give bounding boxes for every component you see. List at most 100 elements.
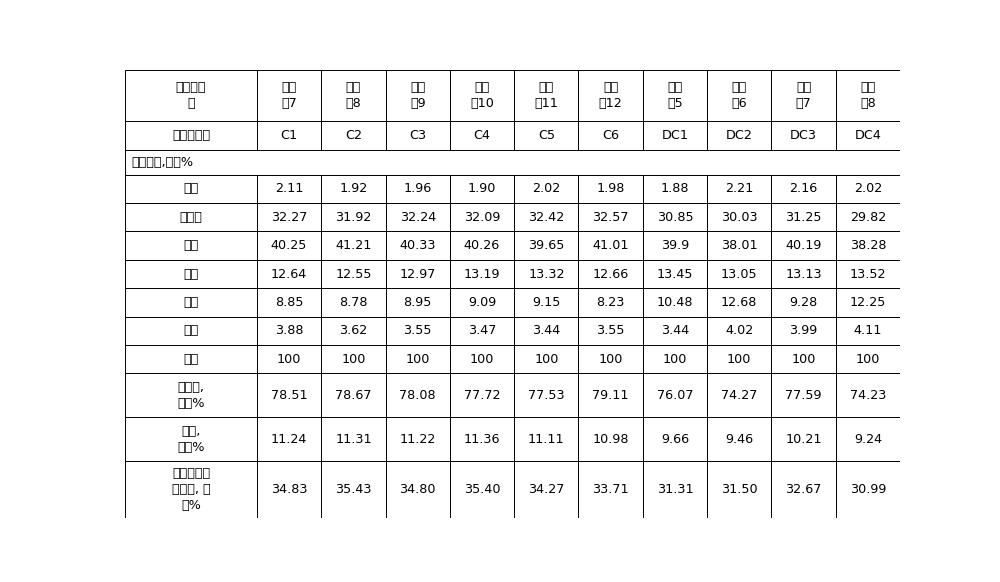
Text: 78.67: 78.67	[335, 389, 372, 402]
Text: 12.55: 12.55	[335, 268, 372, 281]
Bar	[707, 175, 771, 203]
Bar	[643, 461, 707, 518]
Text: 31.50: 31.50	[721, 483, 758, 496]
Bar	[514, 345, 578, 374]
Bar	[771, 203, 836, 232]
Bar	[643, 203, 707, 232]
Bar	[578, 175, 643, 203]
Text: 34.27: 34.27	[528, 483, 565, 496]
Bar	[125, 461, 257, 518]
Bar	[643, 70, 707, 122]
Bar	[578, 374, 643, 417]
Bar	[771, 461, 836, 518]
Bar	[836, 175, 900, 203]
Text: 100: 100	[534, 353, 559, 365]
Bar	[450, 70, 514, 122]
Bar	[514, 260, 578, 288]
Text: 77.59: 77.59	[785, 389, 822, 402]
Text: 实施
例9: 实施 例9	[410, 81, 426, 110]
Bar	[257, 203, 321, 232]
Text: DC3: DC3	[790, 129, 817, 142]
Text: 对比
例5: 对比 例5	[667, 81, 683, 110]
Text: 32.57: 32.57	[592, 211, 629, 223]
Text: 1.90: 1.90	[468, 182, 496, 196]
Text: 35.40: 35.40	[464, 483, 500, 496]
Text: 40.25: 40.25	[271, 239, 307, 252]
Bar	[643, 122, 707, 150]
Text: 3.55: 3.55	[596, 324, 625, 338]
Bar	[771, 175, 836, 203]
Bar	[321, 317, 386, 345]
Text: 丙烯,
重量%: 丙烯, 重量%	[177, 425, 205, 454]
Text: 4.11: 4.11	[854, 324, 882, 338]
Text: 实施
例11: 实施 例11	[534, 81, 558, 110]
Bar	[578, 288, 643, 317]
Text: 柴油: 柴油	[183, 268, 199, 281]
Text: DC1: DC1	[661, 129, 688, 142]
Text: 12.64: 12.64	[271, 268, 307, 281]
Text: 液化气中丙
烯浓度, 重
量%: 液化气中丙 烯浓度, 重 量%	[172, 467, 210, 512]
Text: 31.31: 31.31	[657, 483, 693, 496]
Text: 35.43: 35.43	[335, 483, 372, 496]
Bar	[125, 175, 257, 203]
Text: 100: 100	[277, 353, 301, 365]
Bar	[707, 317, 771, 345]
Bar	[125, 417, 257, 461]
Text: 32.09: 32.09	[464, 211, 500, 223]
Bar	[707, 345, 771, 374]
Bar	[125, 122, 257, 150]
Bar	[125, 260, 257, 288]
Text: 100: 100	[470, 353, 494, 365]
Bar	[514, 461, 578, 518]
Bar	[450, 175, 514, 203]
Bar	[125, 232, 257, 260]
Bar	[257, 417, 321, 461]
Text: 13.19: 13.19	[464, 268, 500, 281]
Bar	[450, 374, 514, 417]
Bar	[257, 175, 321, 203]
Bar	[321, 345, 386, 374]
Text: 77.53: 77.53	[528, 389, 565, 402]
Text: 30.03: 30.03	[721, 211, 758, 223]
Text: 100: 100	[663, 353, 687, 365]
Text: 13.52: 13.52	[850, 268, 886, 281]
Bar	[450, 345, 514, 374]
Text: C4: C4	[474, 129, 491, 142]
Bar	[386, 288, 450, 317]
Bar	[125, 150, 900, 175]
Bar	[257, 70, 321, 122]
Text: 74.23: 74.23	[850, 389, 886, 402]
Bar	[836, 461, 900, 518]
Bar	[836, 317, 900, 345]
Text: C3: C3	[409, 129, 426, 142]
Bar	[643, 317, 707, 345]
Text: 9.24: 9.24	[854, 433, 882, 446]
Bar	[386, 374, 450, 417]
Bar	[707, 122, 771, 150]
Text: 8.23: 8.23	[596, 296, 625, 309]
Text: 3.44: 3.44	[661, 324, 689, 338]
Text: 实施
例12: 实施 例12	[599, 81, 623, 110]
Bar	[125, 374, 257, 417]
Bar	[836, 122, 900, 150]
Text: 实施例编
号: 实施例编 号	[176, 81, 206, 110]
Bar	[321, 374, 386, 417]
Bar	[257, 317, 321, 345]
Bar	[836, 374, 900, 417]
Bar	[578, 260, 643, 288]
Text: 对比
例6: 对比 例6	[731, 81, 747, 110]
Bar	[578, 232, 643, 260]
Text: 3.55: 3.55	[403, 324, 432, 338]
Bar	[125, 70, 257, 122]
Text: 10.21: 10.21	[785, 433, 822, 446]
Text: 9.28: 9.28	[789, 296, 818, 309]
Text: 催化剂编号: 催化剂编号	[172, 129, 210, 142]
Bar	[125, 203, 257, 232]
Bar	[257, 374, 321, 417]
Bar	[386, 260, 450, 288]
Bar	[836, 70, 900, 122]
Text: 对比
例7: 对比 例7	[796, 81, 811, 110]
Text: 12.97: 12.97	[400, 268, 436, 281]
Text: 34.80: 34.80	[399, 483, 436, 496]
Text: 32.27: 32.27	[271, 211, 307, 223]
